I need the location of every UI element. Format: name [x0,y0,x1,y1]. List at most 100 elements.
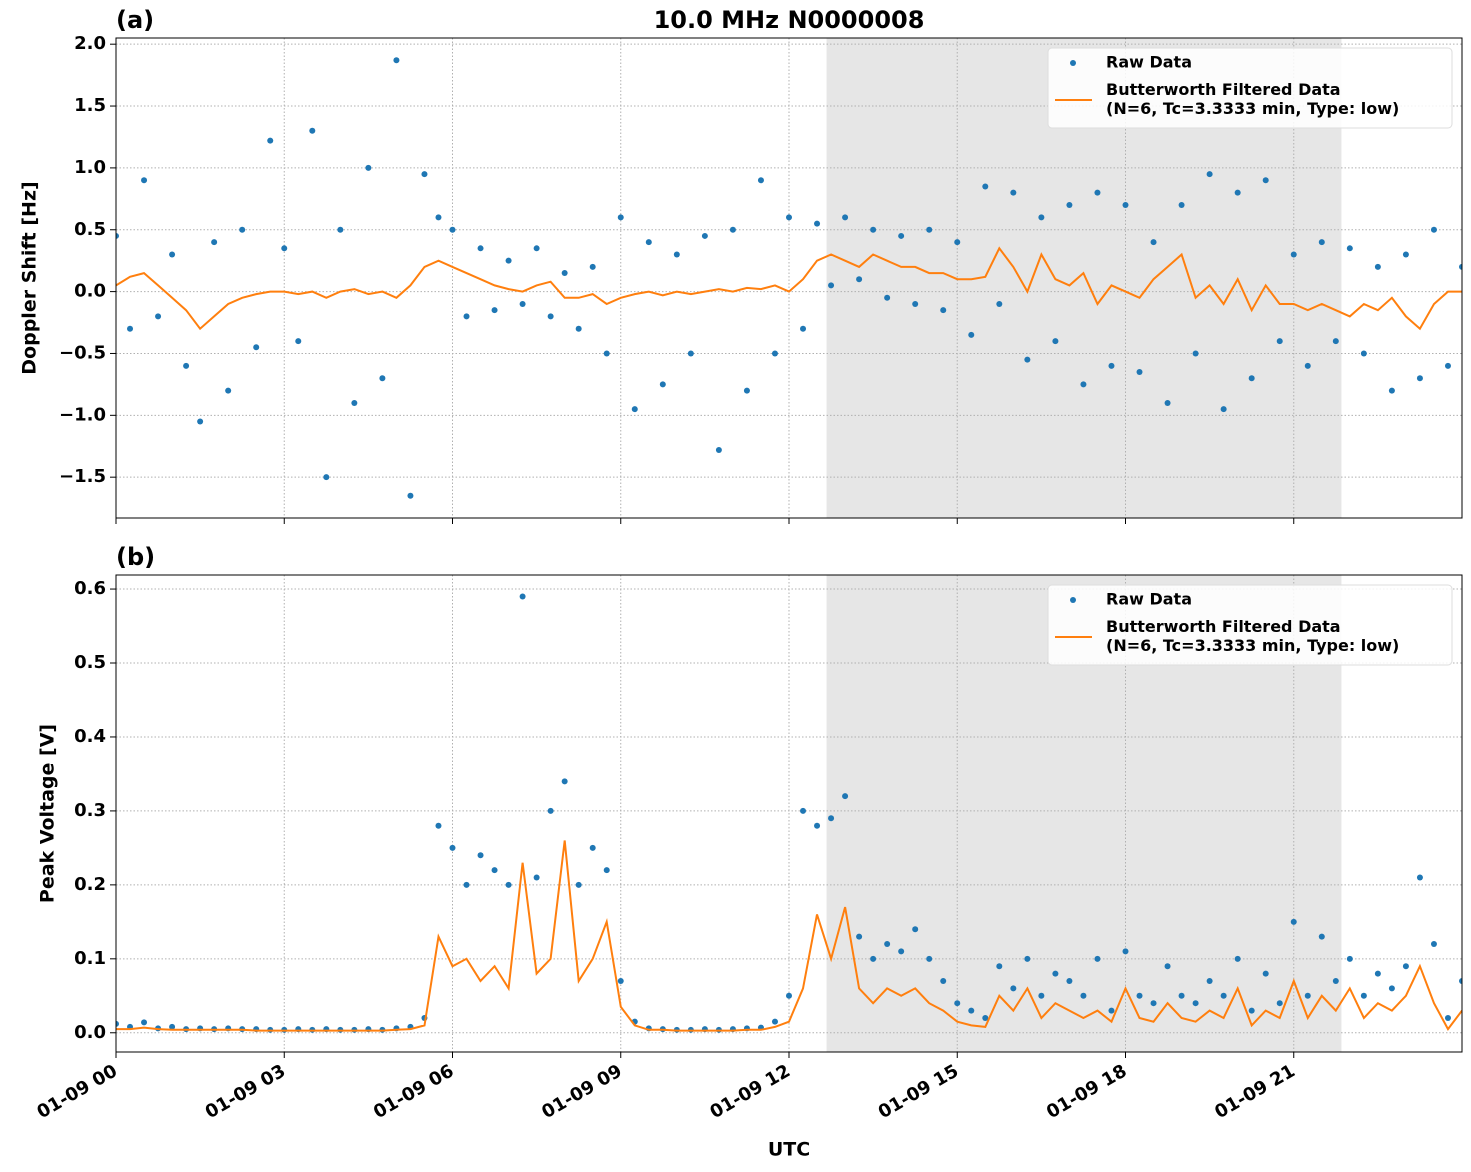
raw-point [926,226,933,233]
raw-point [800,325,807,332]
raw-point [603,350,610,357]
raw-point [673,251,680,258]
raw-point [1164,399,1171,406]
raw-point [407,492,414,499]
raw-point [183,362,190,369]
raw-point [295,338,302,345]
raw-point [477,245,484,252]
raw-point [1080,992,1087,999]
raw-point [519,593,526,600]
raw-point [116,1020,119,1027]
raw-point [1052,338,1059,345]
raw-point [351,399,358,406]
y-tick-label: 0.0 [74,281,106,302]
raw-point [1262,177,1269,184]
raw-point [1360,992,1367,999]
raw-point [141,177,148,184]
raw-point [589,263,596,270]
raw-point [1290,918,1297,925]
raw-point [1276,338,1283,345]
plot-area [116,593,1462,1033]
x-tick-label: 01-09 18 [1043,1060,1130,1123]
raw-point [954,1000,961,1007]
raw-point [800,807,807,814]
y-tick-label: −1.0 [59,404,106,425]
raw-point [1094,189,1101,196]
raw-point [519,300,526,307]
raw-point [1094,955,1101,962]
raw-point [435,822,442,829]
legend-box [1047,584,1453,666]
raw-point [1318,933,1325,940]
raw-point [996,300,1003,307]
y-tick-label: 0.4 [74,726,106,747]
raw-point [197,418,204,425]
raw-point [870,955,877,962]
y-axis-label: Doppler Shift [Hz] [19,181,41,374]
raw-point [631,406,638,413]
raw-point [1248,1007,1255,1014]
raw-point [645,239,652,246]
raw-point [1388,387,1395,394]
raw-point [1220,406,1227,413]
raw-point [743,387,750,394]
raw-point [982,183,989,190]
raw-point [884,941,891,948]
raw-point [1234,955,1241,962]
x-tick-label: 01-09 09 [538,1060,625,1123]
raw-point [659,381,666,388]
raw-point [281,245,288,252]
raw-point [169,1023,176,1030]
raw-point [127,325,134,332]
raw-point [561,270,568,277]
y-tick-label: 0.5 [74,219,106,240]
filtered-line [116,840,1462,1032]
legend-label: Raw Data [1106,590,1192,609]
raw-point [116,232,119,239]
y-tick-label: 0.2 [74,874,106,895]
raw-point [1136,369,1143,376]
raw-point [701,232,708,239]
legend-label: Butterworth Filtered Data (N=6, Tc=3.3333… [1106,617,1399,655]
raw-point [715,446,722,453]
raw-point [1444,1014,1451,1021]
x-tick-label: 01-09 06 [370,1060,457,1123]
raw-point [421,171,428,178]
raw-point [1304,992,1311,999]
raw-point [1360,350,1367,357]
raw-point [1052,970,1059,977]
y-tick-label: 2.0 [74,33,106,54]
raw-point [575,881,582,888]
raw-point [814,822,821,829]
raw-point [1066,978,1073,985]
raw-point [603,867,610,874]
raw-point [435,214,442,221]
legend-label: Butterworth Filtered Data (N=6, Tc=3.3333… [1106,80,1399,118]
raw-point [449,844,456,851]
raw-point [1136,992,1143,999]
x-tick-label: 01-09 12 [707,1060,794,1123]
y-tick-label: −1.5 [59,466,106,487]
raw-point [1192,350,1199,357]
legend-marker [1070,597,1076,603]
raw-point [211,239,218,246]
filtered-line [116,246,1462,331]
raw-point [575,325,582,332]
raw-point [1038,992,1045,999]
raw-point [1192,1000,1199,1007]
raw-point [589,844,596,851]
raw-point [267,137,274,144]
raw-point [379,375,386,382]
raw-point [533,874,540,881]
raw-point [856,933,863,940]
raw-point [954,239,961,246]
raw-point [842,214,849,221]
axes-frame [115,37,1463,519]
raw-point [814,220,821,227]
raw-point [912,926,919,933]
raw-point [1388,985,1395,992]
raw-point [1304,362,1311,369]
y-tick-label: 1.5 [74,95,106,116]
raw-point [253,344,260,351]
x-tick-label: 01-09 15 [875,1060,962,1123]
